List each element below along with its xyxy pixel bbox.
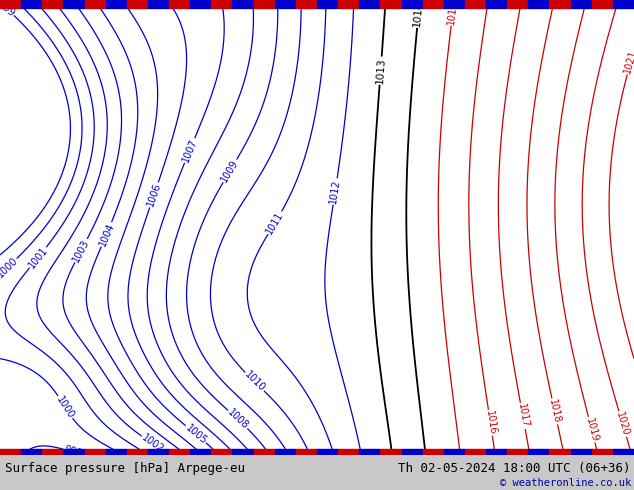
Bar xyxy=(486,449,507,455)
Bar xyxy=(571,449,592,455)
Text: © weatheronline.co.uk: © weatheronline.co.uk xyxy=(500,478,631,488)
Bar xyxy=(211,449,233,455)
Bar xyxy=(169,449,190,455)
Bar xyxy=(444,449,465,455)
Bar xyxy=(317,449,338,455)
Text: 999: 999 xyxy=(0,0,16,18)
Bar xyxy=(507,449,528,455)
Bar xyxy=(401,0,423,8)
Bar xyxy=(401,449,423,455)
Bar xyxy=(338,449,359,455)
Text: 1000: 1000 xyxy=(0,256,20,280)
Text: 1003: 1003 xyxy=(71,238,91,264)
Text: 1020: 1020 xyxy=(614,411,631,437)
Bar xyxy=(148,449,169,455)
Bar xyxy=(84,449,106,455)
Bar xyxy=(550,449,571,455)
Bar xyxy=(380,0,401,8)
Bar xyxy=(148,0,169,8)
Bar xyxy=(317,0,338,8)
Bar xyxy=(592,449,613,455)
Bar xyxy=(380,449,401,455)
Bar xyxy=(275,449,296,455)
Bar xyxy=(444,0,465,8)
Text: 1002: 1002 xyxy=(139,433,165,455)
Bar xyxy=(21,449,42,455)
Bar xyxy=(169,0,190,8)
Bar xyxy=(296,0,317,8)
Text: 1018: 1018 xyxy=(547,398,562,424)
Bar xyxy=(359,0,380,8)
Text: 1017: 1017 xyxy=(515,403,530,429)
Bar xyxy=(21,0,42,8)
Text: 1006: 1006 xyxy=(145,182,163,208)
Bar xyxy=(296,449,317,455)
Text: Surface pressure [hPa] Arpege-eu: Surface pressure [hPa] Arpege-eu xyxy=(5,462,245,475)
Bar xyxy=(190,0,211,8)
Bar xyxy=(338,0,359,8)
Bar xyxy=(233,0,254,8)
Text: 1008: 1008 xyxy=(226,407,250,431)
Bar xyxy=(254,449,275,455)
Bar xyxy=(84,0,106,8)
Text: 1015: 1015 xyxy=(446,0,459,25)
Bar xyxy=(211,0,233,8)
Bar xyxy=(63,0,84,8)
Bar xyxy=(42,0,63,8)
Bar xyxy=(423,449,444,455)
Bar xyxy=(507,0,528,8)
Text: 1014: 1014 xyxy=(412,0,425,27)
Text: 999: 999 xyxy=(63,444,83,459)
Bar xyxy=(465,449,486,455)
Bar xyxy=(254,0,275,8)
Bar xyxy=(465,0,486,8)
Bar xyxy=(423,0,444,8)
Text: 1021: 1021 xyxy=(623,49,634,75)
Text: 1019: 1019 xyxy=(584,416,600,443)
Bar xyxy=(613,0,634,8)
Text: 1013: 1013 xyxy=(375,57,387,84)
Bar xyxy=(233,449,254,455)
Text: 1001: 1001 xyxy=(27,245,49,270)
Bar xyxy=(127,449,148,455)
Bar xyxy=(613,449,634,455)
Text: 1016: 1016 xyxy=(484,410,497,436)
Bar xyxy=(0,0,21,8)
Text: 1007: 1007 xyxy=(180,137,199,164)
Bar xyxy=(63,449,84,455)
Bar xyxy=(486,0,507,8)
Bar xyxy=(528,449,550,455)
Bar xyxy=(190,449,211,455)
Bar xyxy=(528,0,550,8)
Text: 1010: 1010 xyxy=(242,369,267,394)
Bar xyxy=(0,449,21,455)
Text: 1009: 1009 xyxy=(219,158,240,184)
Bar xyxy=(127,0,148,8)
Text: 1004: 1004 xyxy=(97,221,116,247)
Bar xyxy=(106,0,127,8)
Text: 1005: 1005 xyxy=(183,422,209,446)
Bar xyxy=(592,0,613,8)
Text: 1012: 1012 xyxy=(328,178,342,204)
Bar xyxy=(275,0,296,8)
Bar xyxy=(359,449,380,455)
Text: 1000: 1000 xyxy=(55,394,76,420)
Text: 1011: 1011 xyxy=(264,210,285,236)
Bar xyxy=(571,0,592,8)
Bar xyxy=(550,0,571,8)
Bar xyxy=(42,449,63,455)
Text: Th 02-05-2024 18:00 UTC (06+36): Th 02-05-2024 18:00 UTC (06+36) xyxy=(398,462,631,475)
Bar xyxy=(106,449,127,455)
